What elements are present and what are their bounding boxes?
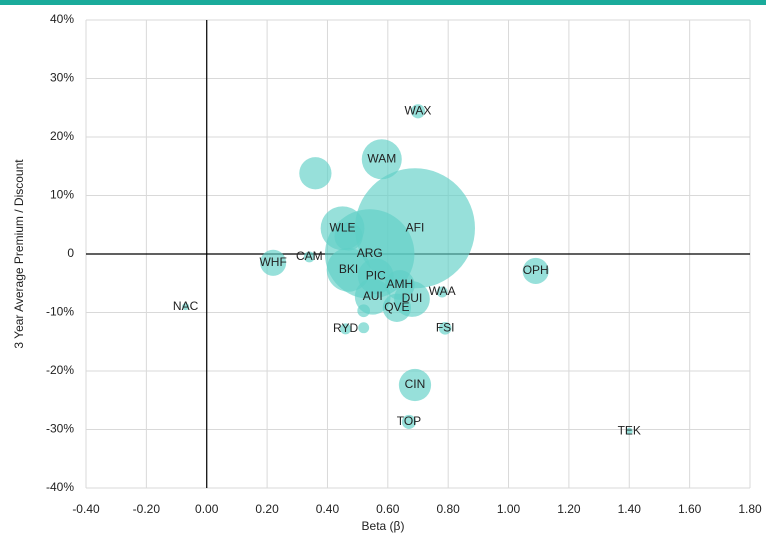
x-tick-label: -0.40 xyxy=(72,502,100,516)
point-label: CAM xyxy=(296,249,323,263)
bubble xyxy=(260,249,287,276)
point-label: WLE xyxy=(330,220,356,234)
point-label: DUI xyxy=(402,291,423,305)
x-tick-label: 0.80 xyxy=(437,502,461,516)
y-tick-label: -10% xyxy=(46,305,74,319)
x-tick-label: 1.60 xyxy=(678,502,702,516)
x-tick-label: 1.80 xyxy=(738,502,762,516)
bubble xyxy=(436,286,448,298)
point-label: TOP xyxy=(397,414,421,428)
point-label: CIN xyxy=(405,377,426,391)
bubble xyxy=(382,293,412,322)
y-tick-label: -40% xyxy=(46,480,74,494)
bubble xyxy=(522,257,549,285)
point-label: AMH xyxy=(387,277,414,291)
point-label: WHF xyxy=(259,255,286,269)
top-bar xyxy=(0,0,766,5)
x-tick-label: 0.40 xyxy=(316,502,340,516)
point-label: NAC xyxy=(173,299,199,313)
point-label: BKI xyxy=(339,262,358,276)
bubble xyxy=(625,427,633,435)
y-tick-label: 20% xyxy=(50,129,74,143)
point-label: TEK xyxy=(618,423,641,437)
point-label: RYD xyxy=(333,321,358,335)
bubble xyxy=(410,104,426,119)
y-tick-label: -20% xyxy=(46,363,74,377)
point-label: OPH xyxy=(523,263,549,277)
x-tick-label: 0.00 xyxy=(195,502,219,516)
point-label: AUI xyxy=(363,289,383,303)
point-label: ARG xyxy=(357,246,383,260)
point-label: WAM xyxy=(367,151,396,165)
x-tick-label: 1.40 xyxy=(618,502,642,516)
point-label: WAX xyxy=(405,103,432,117)
x-tick-label: 1.00 xyxy=(497,502,521,516)
point-label: PIC xyxy=(366,268,386,282)
y-tick-label: 30% xyxy=(50,71,74,85)
bubble xyxy=(438,321,452,335)
bubble xyxy=(398,368,432,402)
bubble xyxy=(182,303,190,311)
bubble xyxy=(340,323,352,335)
point-label: FSI xyxy=(436,320,455,334)
point-label: WAA xyxy=(429,284,456,298)
y-tick-label: 10% xyxy=(50,188,74,202)
bubble xyxy=(401,414,417,429)
x-tick-label: 0.20 xyxy=(255,502,279,516)
point-label: AFI xyxy=(406,220,425,234)
y-tick-label: 0 xyxy=(67,246,74,260)
y-axis-title: 3 Year Average Premium / Discount xyxy=(12,159,26,349)
x-tick-label: -0.20 xyxy=(133,502,161,516)
bubble xyxy=(361,139,402,180)
bubble xyxy=(358,322,370,334)
y-tick-label: 40% xyxy=(50,12,74,26)
x-tick-label: 0.60 xyxy=(376,502,400,516)
point-label: QVE xyxy=(384,300,409,314)
bubble xyxy=(299,157,332,190)
bubble xyxy=(303,251,315,263)
y-tick-label: -30% xyxy=(46,422,74,436)
bubble xyxy=(357,304,370,318)
x-tick-label: 1.20 xyxy=(557,502,581,516)
x-axis-title: Beta (β) xyxy=(362,519,405,533)
